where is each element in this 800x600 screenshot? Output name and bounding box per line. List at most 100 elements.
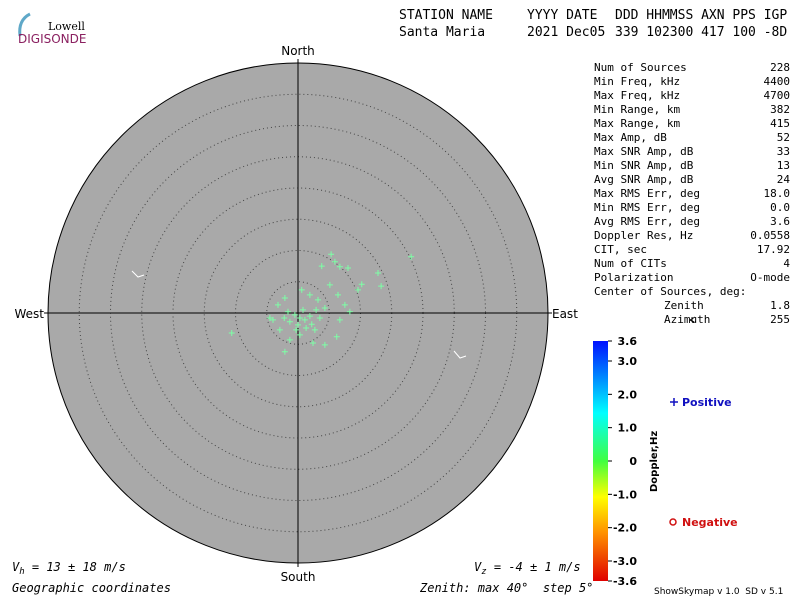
positive-symbol [670,398,678,406]
source-point [336,263,343,270]
stat-label: Max Range, km [594,117,680,130]
stat-value: 4 [783,257,790,270]
colorbar-tick-label: -3.0 [613,555,637,568]
source-point [300,306,306,313]
stat-value: 4700 [764,89,791,102]
source-point [355,286,361,293]
zenith-info: Zenith: max 40° step 5° [419,581,593,595]
source-point [296,315,303,321]
source-point [293,326,300,333]
source-point [281,348,288,355]
legend-positive: Positive [682,396,732,409]
source-point [276,326,283,333]
stat-label: Num of CITs [594,257,667,270]
north-label: North [281,44,315,58]
source-point [286,318,293,325]
source-point [336,316,343,323]
source-point [358,281,365,288]
stat-label: Min SNR Amp, dB [594,159,694,172]
source-point [303,325,310,331]
header-value: 339 102300 417 100 -8D [615,25,787,40]
source-point [333,333,340,340]
colorbar-tick-label: 2.0 [618,388,638,401]
stat-label: Num of Sources [594,61,687,74]
source-point [298,286,305,293]
east-label: East [552,307,578,321]
source-point [266,315,273,321]
source-point [281,315,288,321]
stat-value: 24 [777,173,791,186]
stat-value: 3.6 [770,215,790,228]
stat-label: Max RMS Err, deg [594,187,700,200]
vh: Vh = 13 ± 18 m/s [12,560,126,577]
source-point [310,340,316,346]
vz-symbol: V [474,560,482,574]
source-point [311,326,318,333]
source-point [331,258,338,265]
source-point [321,341,328,348]
marker [131,270,145,278]
source-point [281,295,288,301]
center-value: 255 [770,313,790,326]
header-value: Santa Maria [399,25,485,40]
legend-negative: Negative [682,516,738,529]
source-point [341,301,348,308]
vh-text: = 13 ± 18 m/s [25,560,126,574]
stat-label: Min RMS Err, deg [594,201,700,214]
source-point [326,281,333,288]
center-title: Center of Sources, deg: [594,285,746,298]
stat-value: 228 [770,61,790,74]
stat-label: Max Amp, dB [594,131,667,144]
marker [453,350,467,359]
vh-symbol: V [12,560,20,574]
source-point [315,296,321,303]
stat-value: 0.0 [770,201,790,214]
source-point [306,291,313,298]
source-point [228,330,235,336]
vz: Vz = -4 ± 1 m/s [474,560,581,577]
source-point [275,301,281,308]
source-point [321,305,328,311]
azimuth-icon [689,316,696,323]
header-label: STATION NAME [399,8,493,23]
colorbar-tick-label: -1.0 [613,488,637,501]
stat-label: Avg SNR Amp, dB [594,173,694,186]
source-point [306,313,313,320]
source-point [318,263,325,270]
stat-value: 52 [777,131,790,144]
stat-label: Max Freq, kHz [594,89,680,102]
colorbar-label: Doppler,Hz [649,431,660,492]
source-point [291,311,298,318]
header-value: 2021 Dec05 [527,25,605,40]
source-point [270,316,276,323]
colorbar [593,341,608,581]
stat-label: CIT, sec [594,243,647,256]
stat-value: 4400 [764,75,791,88]
stat-label: Max SNR Amp, dB [594,145,694,158]
vz-sub: z [481,567,486,577]
colorbar-tick-label: 0 [629,455,637,468]
coords: Geographic coordinates [12,581,171,595]
source-point [408,253,415,260]
header-label: YYYY DATE [527,8,597,23]
center-label: Zenith [664,299,704,312]
stat-label: Doppler Res, Hz [594,229,693,242]
vh-sub: h [19,567,24,577]
stat-value: 18.0 [764,187,791,200]
source-point [285,308,291,315]
source-point [378,283,385,290]
source-point [301,316,308,323]
stat-value: 415 [770,117,790,130]
stat-value: 33 [777,145,790,158]
negative-symbol [669,518,677,526]
source-point [295,321,301,328]
source-point [375,270,381,276]
colorbar-tick-label: -2.0 [613,522,637,535]
vz-text: = -4 ± 1 m/s [487,560,581,574]
version: ShowSkymap v 1.0 SD v 5.1 [654,587,783,597]
stat-value: O-mode [750,271,790,284]
colorbar-tick-label: 3.0 [618,355,638,368]
source-point [296,331,303,338]
stat-label: Avg RMS Err, deg [594,215,700,228]
